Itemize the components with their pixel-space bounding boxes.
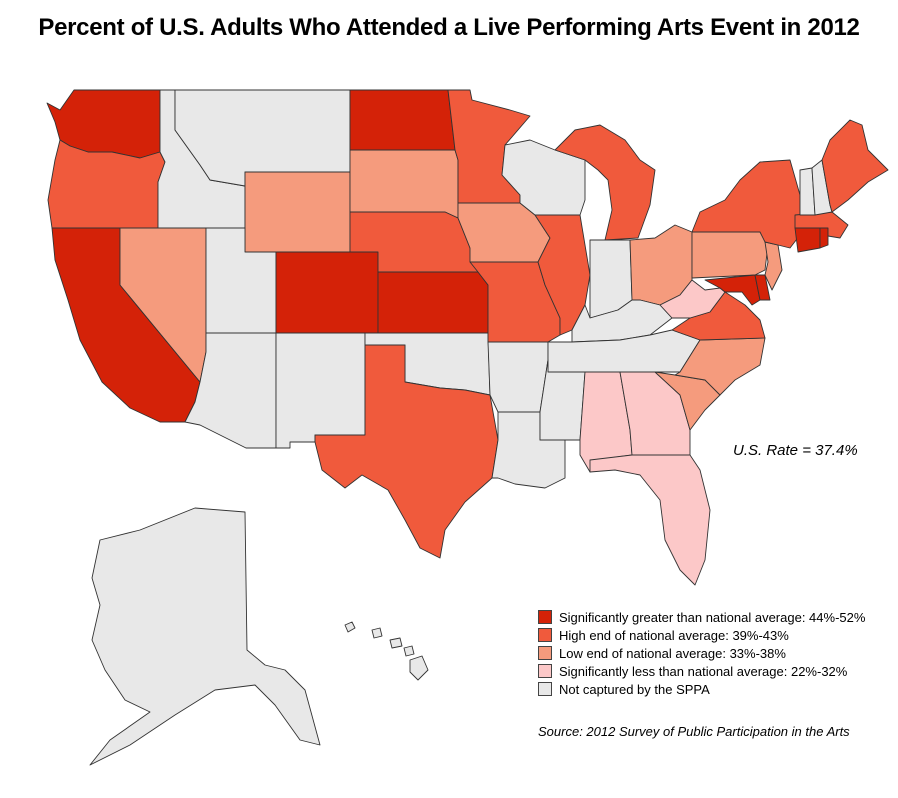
legend-label: Significantly greater than national aver… [559,609,866,625]
state-new-jersey[interactable] [764,241,783,291]
legend-swatch [538,682,552,696]
source-note: Source: 2012 Survey of Public Participat… [538,724,850,739]
state-mississippi[interactable] [539,359,586,441]
state-west-virginia[interactable] [659,279,726,319]
state-alaska[interactable] [89,507,321,766]
state-rhode-island[interactable] [819,227,829,249]
state-florida[interactable] [589,454,711,586]
state-connecticut[interactable] [794,227,821,253]
state-wyoming[interactable] [244,171,351,253]
legend-label: High end of national average: 39%-43% [559,627,789,643]
state-pennsylvania[interactable] [691,231,769,279]
state-hawaii[interactable] [344,621,429,681]
legend-swatch [538,646,552,660]
state-south-dakota[interactable] [349,149,459,219]
state-maine[interactable] [821,119,889,213]
state-michigan[interactable] [554,124,656,241]
legend-swatch [538,664,552,678]
legend-item-high: High end of national average: 39%-43% [538,626,865,644]
legend-item-sig-high: Significantly greater than national aver… [538,608,865,626]
state-texas[interactable] [314,344,499,559]
legend-swatch [538,610,552,624]
us-rate-note: U.S. Rate = 37.4% [733,442,858,459]
legend-label: Not captured by the SPPA [559,681,710,697]
state-north-dakota[interactable] [349,89,456,151]
state-new-mexico[interactable] [275,332,366,449]
legend: Significantly greater than national aver… [538,608,865,698]
legend-item-low: Low end of national average: 33%-38% [538,644,865,662]
legend-item-none: Not captured by the SPPA [538,680,865,698]
legend-label: Significantly less than national average… [559,663,848,679]
legend-label: Low end of national average: 33%-38% [559,645,786,661]
legend-item-sig-low: Significantly less than national average… [538,662,865,680]
state-arkansas[interactable] [487,341,549,413]
state-kansas[interactable] [377,271,489,334]
legend-swatch [538,628,552,642]
state-illinois[interactable] [534,214,591,336]
state-massachusetts[interactable] [794,211,849,239]
state-delaware[interactable] [754,274,771,301]
state-colorado[interactable] [275,251,379,334]
map-title: Percent of U.S. Adults Who Attended a Li… [38,14,860,41]
